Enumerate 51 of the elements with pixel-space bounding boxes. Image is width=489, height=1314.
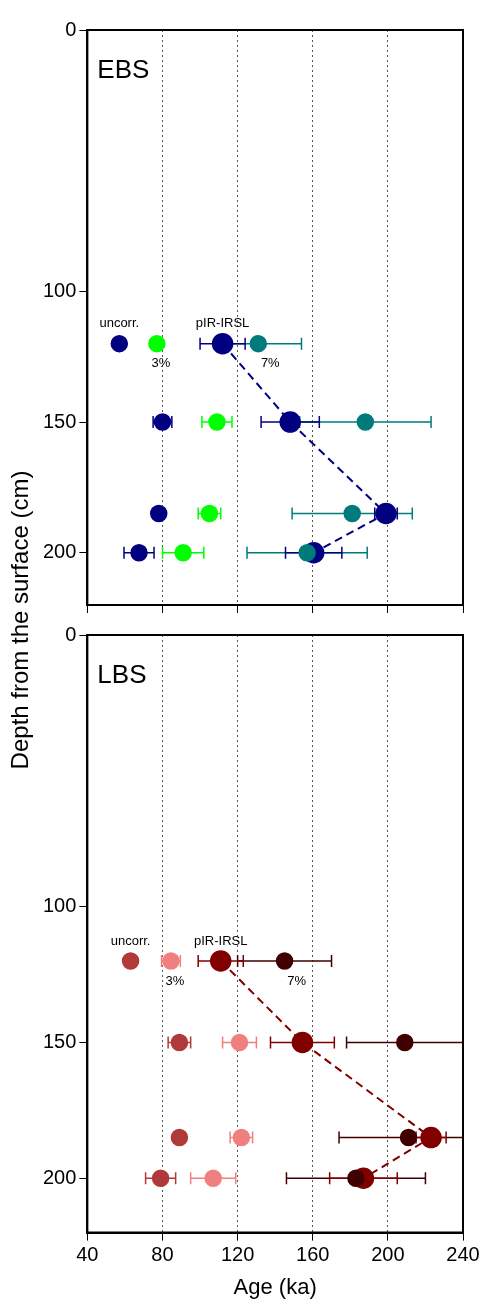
- y-tick-label: 100: [42, 278, 77, 301]
- y-tick-label: 100: [42, 894, 77, 917]
- point: [375, 502, 397, 525]
- x-tick-label: 80: [151, 1243, 174, 1266]
- annotation: 7%: [287, 972, 307, 988]
- point: [343, 504, 361, 523]
- point: [420, 1126, 442, 1149]
- point: [121, 952, 140, 970]
- y-tick-label: 200: [42, 1165, 77, 1188]
- point: [208, 413, 226, 431]
- point: [279, 411, 301, 433]
- point: [211, 332, 234, 355]
- point: [275, 952, 294, 970]
- point: [399, 1128, 418, 1147]
- annotation: uncorr.: [99, 315, 140, 331]
- point: [149, 504, 168, 523]
- point: [396, 1033, 414, 1052]
- y-tick-label: 150: [42, 409, 77, 432]
- annotation: uncorr.: [110, 932, 151, 948]
- point: [356, 413, 375, 431]
- x-tick-label: 160: [296, 1243, 330, 1266]
- x-axis-title: Age (ka): [233, 1273, 317, 1299]
- y-tick-label: 150: [42, 1029, 77, 1052]
- point: [249, 334, 268, 353]
- point: [170, 1128, 189, 1147]
- x-tick-label: 40: [76, 1243, 99, 1266]
- point: [151, 1169, 170, 1188]
- y-tick-label: 200: [42, 540, 77, 563]
- y-tick-label: 0: [65, 17, 77, 40]
- annotation: 7%: [260, 355, 281, 371]
- point: [174, 543, 192, 562]
- point: [291, 1031, 314, 1054]
- annotation: 3%: [165, 972, 185, 988]
- point: [298, 543, 316, 562]
- point: [110, 334, 129, 353]
- annotation: 3%: [151, 355, 171, 371]
- text: EBS: [97, 54, 150, 85]
- x-tick-label: 120: [220, 1243, 255, 1266]
- point: [130, 543, 148, 562]
- point: [347, 1169, 365, 1188]
- point: [148, 334, 166, 353]
- annotation: pIR-IRSL: [193, 932, 248, 948]
- y-axis-title: Depth from the surface (cm): [6, 470, 34, 770]
- point: [209, 950, 232, 972]
- point: [230, 1033, 249, 1052]
- x-tick-label: 200: [371, 1243, 405, 1266]
- x-tick-label: 240: [446, 1243, 480, 1266]
- point: [204, 1169, 222, 1188]
- y-tick-label: 0: [65, 622, 77, 645]
- annotation: pIR-IRSL: [195, 315, 250, 331]
- text: LBS: [97, 659, 147, 690]
